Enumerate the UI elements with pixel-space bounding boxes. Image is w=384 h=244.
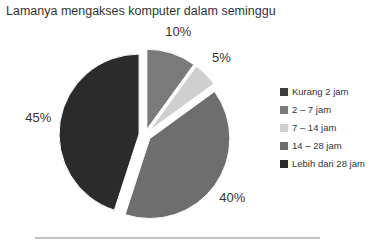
legend-label: 2 – 7 jam: [292, 104, 331, 115]
data-label: 10%: [165, 24, 191, 39]
legend-swatch: [280, 88, 288, 96]
legend: Kurang 2 jam 2 – 7 jam 7 – 14 jam 14 – 28 j…: [280, 86, 365, 169]
legend-swatch: [280, 142, 288, 150]
legend-swatch: [280, 106, 288, 114]
legend-label: 14 – 28 jam: [292, 140, 342, 151]
data-label: 5%: [212, 50, 231, 65]
baseline-rule: [35, 238, 320, 239]
legend-swatch: [280, 160, 288, 168]
chart-svg: Lamanya mengakses komputer dalam semingg…: [0, 0, 384, 244]
legend-swatch: [280, 124, 288, 132]
pie-slice: [145, 49, 146, 129]
pie-slice: [125, 92, 230, 219]
legend-label: Lebih dari 28 jam: [292, 158, 365, 169]
chart-title: Lamanya mengakses komputer dalam semingg…: [6, 4, 276, 18]
pie-group: 10% 5% 40% 45%: [25, 24, 246, 219]
chart-container: Lamanya mengakses komputer dalam semingg…: [0, 0, 384, 244]
pie-slice: [59, 54, 139, 210]
data-label: 40%: [219, 190, 245, 205]
data-label: 45%: [25, 110, 51, 125]
legend-label: Kurang 2 jam: [292, 86, 349, 97]
legend-label: 7 – 14 jam: [292, 122, 336, 133]
